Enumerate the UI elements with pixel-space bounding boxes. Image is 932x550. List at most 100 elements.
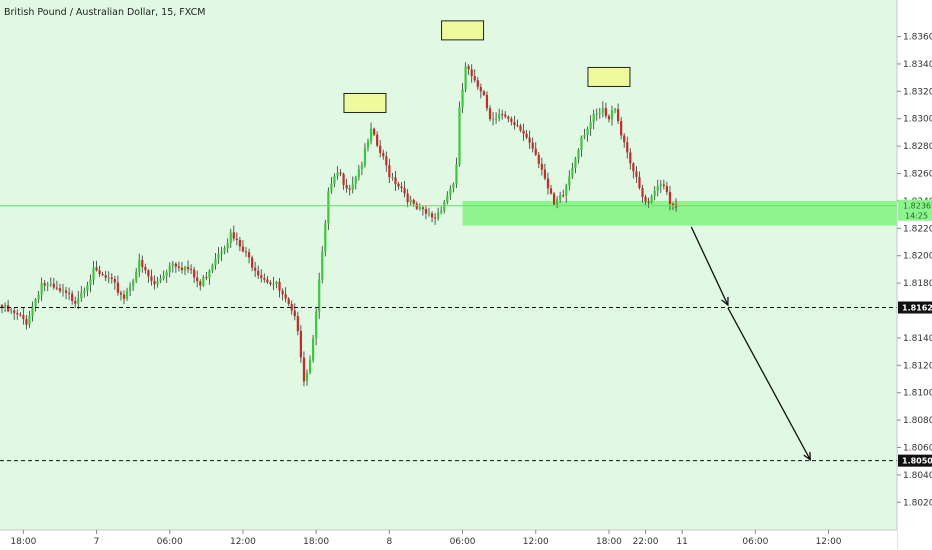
candle [247, 248, 251, 264]
candle [254, 261, 257, 277]
candle [617, 103, 620, 124]
y-tick-label: 1.81200 [903, 361, 932, 371]
candle [574, 156, 577, 174]
candle [525, 130, 528, 140]
peak-label-box-2[interactable] [587, 66, 631, 87]
candle [229, 228, 232, 248]
candle [196, 270, 199, 288]
candle [613, 107, 617, 114]
candle [180, 261, 184, 274]
candle [653, 186, 656, 201]
candle [467, 64, 470, 75]
candle [577, 148, 580, 164]
y-tick-label: 1.83400 [903, 60, 932, 70]
level-price-label: 1.80504 [902, 457, 932, 466]
x-tick-label: 12:00 [230, 537, 256, 547]
candle [10, 308, 13, 315]
candle [519, 123, 522, 133]
candle [476, 77, 479, 90]
candle [153, 275, 156, 290]
candle [7, 299, 10, 313]
candle [351, 176, 354, 194]
candle [287, 297, 290, 307]
candle [366, 138, 370, 152]
candle [424, 205, 428, 220]
candle [315, 308, 318, 346]
support-zone[interactable] [462, 200, 897, 226]
candle [92, 261, 95, 285]
candle [116, 275, 119, 296]
candle [202, 274, 205, 287]
candle [479, 83, 482, 99]
y-tick-label: 1.82000 [903, 252, 932, 262]
candle [296, 311, 299, 336]
candle [113, 275, 116, 290]
candle [528, 130, 531, 149]
candle [510, 116, 513, 126]
candle [641, 184, 644, 203]
current-price-countdown: 14:25 [905, 212, 928, 221]
candle [495, 112, 498, 124]
candle [601, 101, 604, 118]
candle [217, 247, 220, 264]
candle [34, 298, 37, 312]
candle [437, 207, 440, 221]
candle [373, 127, 376, 136]
candle [430, 211, 434, 223]
candle [86, 281, 89, 297]
candle [98, 265, 101, 277]
candle [516, 119, 519, 128]
candle [443, 200, 446, 214]
candle [251, 255, 254, 272]
candle [491, 111, 495, 126]
candle [559, 191, 562, 203]
candle [421, 205, 424, 216]
candle [623, 133, 626, 148]
y-tick-label: 1.81800 [903, 279, 932, 289]
candle [174, 262, 177, 273]
projection-arrow-0[interactable] [690, 226, 729, 307]
candle [183, 265, 187, 276]
x-tick-label: 18:00 [596, 537, 622, 547]
candle [263, 273, 266, 283]
candle [363, 143, 367, 168]
candle [95, 260, 98, 272]
candle [543, 163, 546, 181]
candle [330, 176, 333, 194]
candle [71, 290, 74, 305]
candle [208, 269, 211, 285]
candle [61, 284, 65, 297]
candle [531, 137, 534, 153]
candle [186, 260, 190, 274]
candle [119, 290, 123, 301]
x-tick-label: 12:00 [523, 537, 549, 547]
candle [64, 286, 68, 300]
candle [498, 108, 501, 122]
y-tick-label: 1.83200 [903, 87, 932, 97]
level-price-tag-1: 1.80504 [898, 454, 932, 467]
candle [589, 115, 592, 136]
candle [461, 82, 464, 114]
candle [394, 171, 397, 191]
x-tick-label: 06:00 [450, 537, 476, 547]
current-price-tag: 1.8236514:25 [898, 199, 932, 221]
candle [592, 109, 595, 130]
y-tick-label: 1.80200 [903, 498, 932, 508]
candle [565, 183, 568, 203]
candle [150, 269, 153, 286]
candle [580, 135, 583, 157]
candle [464, 62, 467, 92]
candle [403, 180, 406, 198]
candle [507, 115, 510, 123]
projection-arrow-1[interactable] [727, 307, 811, 462]
chart-title: British Pound / Australian Dollar, 15, F… [4, 7, 205, 18]
peak-label-box-1[interactable] [441, 20, 485, 41]
candle [650, 194, 653, 204]
candle [534, 142, 537, 157]
peak-label-box-0[interactable] [343, 92, 387, 113]
candle [89, 274, 92, 293]
candle [275, 280, 278, 289]
candle [571, 162, 574, 179]
candle [177, 261, 180, 272]
